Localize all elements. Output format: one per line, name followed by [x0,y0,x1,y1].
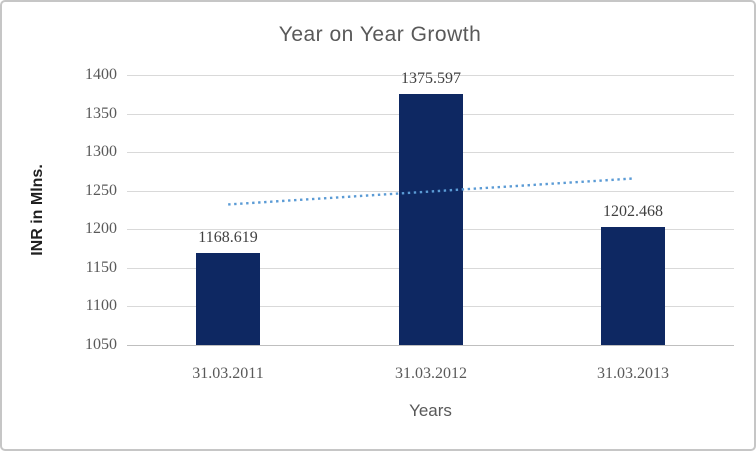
bar-31.03.2012 [399,94,463,345]
y-tick-label: 1300 [85,143,117,160]
x-tick-label: 31.03.2011 [192,365,264,382]
y-tick-label: 1200 [85,220,117,237]
y-tick-label: 1350 [85,105,117,122]
gridline [127,75,734,76]
x-axis-title: Years [409,401,452,420]
data-label: 1375.597 [401,70,461,87]
data-label: 1202.468 [603,203,663,220]
y-tick-label: 1250 [85,182,117,199]
x-tick-label: 31.03.2012 [395,365,467,382]
y-tick-label: 1150 [85,259,117,276]
y-tick-label: 1400 [85,66,117,83]
y-tick-label: 1050 [85,336,117,353]
data-label: 1168.619 [198,229,258,246]
bar-31.03.2013 [601,227,665,345]
y-tick-label: 1100 [85,297,117,314]
x-tick-label: 31.03.2013 [597,365,669,382]
bar-31.03.2011 [196,253,260,345]
x-axis-line [127,345,734,346]
y-axis-title-text: INR in Mlns. [29,164,46,256]
chart-title: Year on Year Growth [278,23,482,46]
